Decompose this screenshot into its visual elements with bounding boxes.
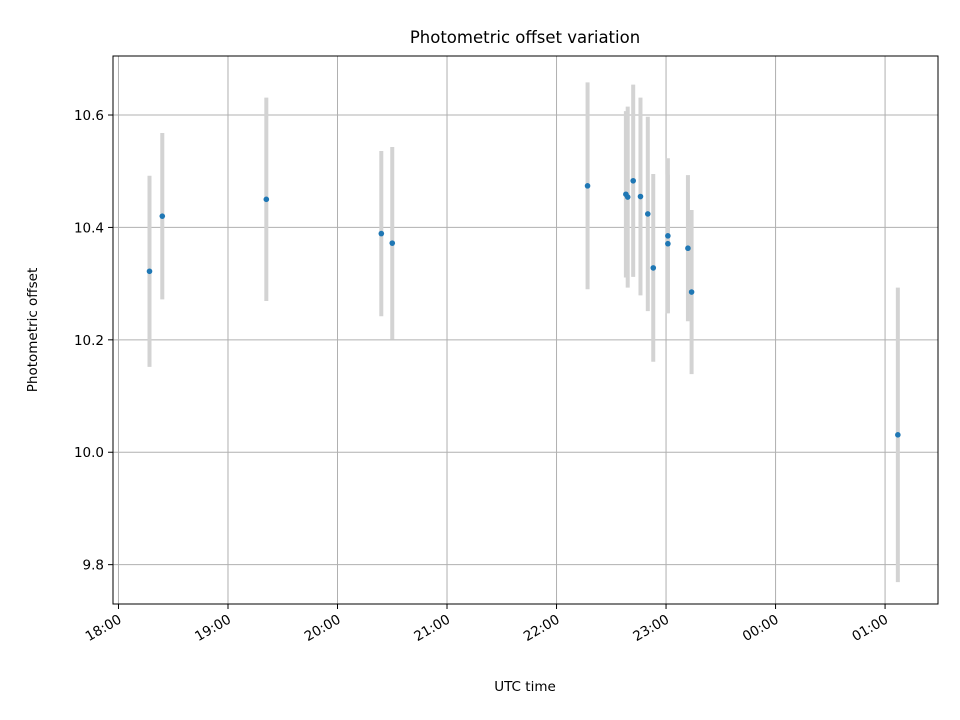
data-point (630, 177, 636, 184)
grid (113, 56, 938, 604)
chart-title: Photometric offset variation (410, 28, 640, 47)
data-point (584, 183, 591, 189)
y-tick-label: 10.2 (74, 333, 104, 349)
data-points (146, 177, 901, 438)
y-tick-label: 9.8 (83, 558, 104, 574)
data-point (624, 194, 631, 200)
x-axis-label: UTC time (494, 679, 556, 695)
y-tick-label: 10.6 (74, 108, 104, 124)
plot-frame (112, 55, 939, 605)
data-point (665, 240, 671, 247)
data-point (146, 268, 153, 275)
data-point (685, 245, 691, 252)
data-point (665, 233, 671, 239)
data-point (637, 193, 644, 200)
data-point (644, 211, 651, 217)
data-point (263, 196, 270, 203)
data-point (650, 265, 657, 271)
data-point (895, 432, 901, 438)
data-point (159, 213, 166, 219)
y-axis-label: Photometric offset (25, 268, 41, 392)
data-point (688, 289, 695, 295)
data-point (378, 230, 385, 237)
y-axis-ticks: 9.8 10.0 10.2 10.4 10.6 (74, 108, 113, 574)
y-tick-label: 10.4 (74, 220, 104, 236)
y-tick-label: 10.0 (74, 445, 104, 461)
data-point (389, 240, 396, 246)
